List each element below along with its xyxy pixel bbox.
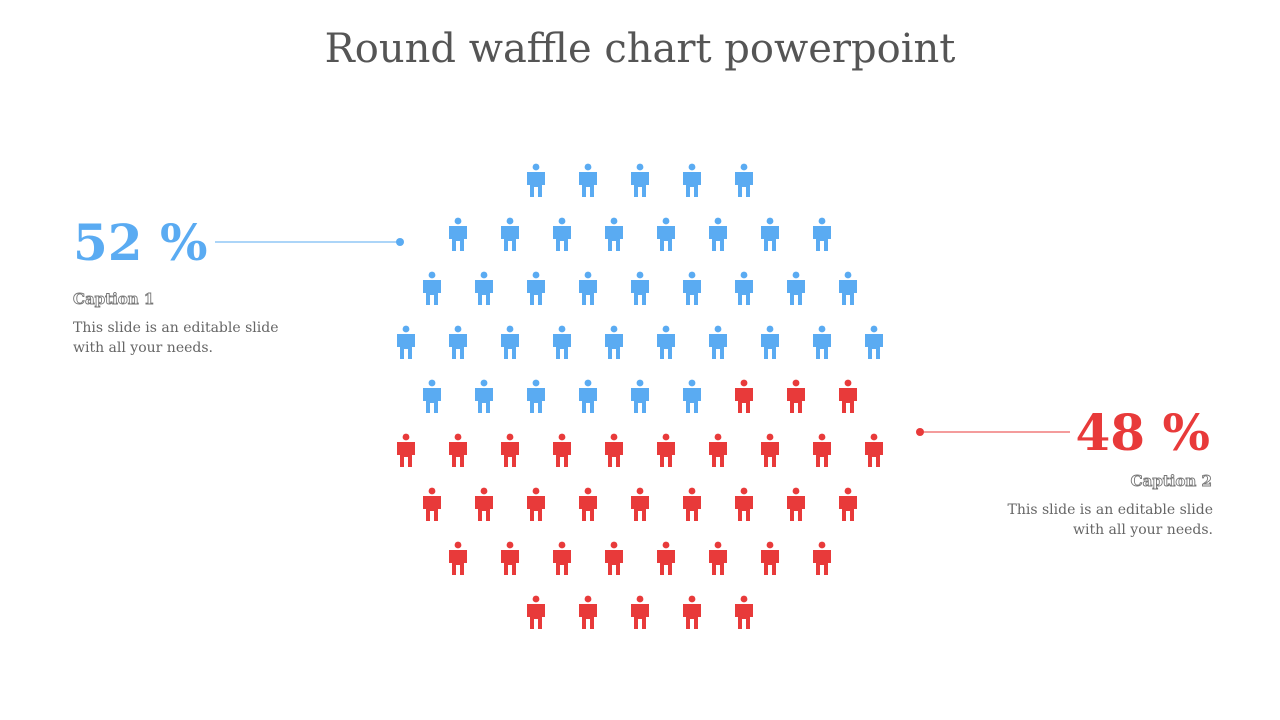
person-icon	[735, 487, 753, 521]
person-icon	[761, 325, 779, 359]
person-icon	[605, 325, 623, 359]
person-icon	[657, 433, 675, 467]
person-icon	[683, 163, 701, 197]
person-icon	[501, 217, 519, 251]
person-icon	[631, 487, 649, 521]
person-icon	[657, 325, 675, 359]
person-icon	[813, 325, 831, 359]
person-icon	[579, 595, 597, 629]
person-icon	[813, 541, 831, 575]
person-icon	[553, 217, 571, 251]
person-icon	[605, 433, 623, 467]
description-2-line-2: with all your needs.	[1073, 522, 1213, 538]
person-icon	[501, 325, 519, 359]
description-1-line-1: This slide is an editable slide	[73, 320, 279, 336]
person-icon	[761, 433, 779, 467]
person-icon	[423, 487, 441, 521]
caption-1: Caption 1	[73, 290, 155, 309]
description-2: This slide is an editable slide with all…	[1003, 500, 1214, 540]
person-icon	[553, 433, 571, 467]
person-icon	[813, 217, 831, 251]
person-icon	[579, 487, 597, 521]
person-icon	[527, 595, 545, 629]
person-icon	[735, 379, 753, 413]
person-icon	[501, 433, 519, 467]
person-icon	[631, 163, 649, 197]
person-icon	[527, 163, 545, 197]
person-icon	[839, 271, 857, 305]
person-icon	[553, 541, 571, 575]
person-icon	[527, 379, 545, 413]
person-icon	[657, 217, 675, 251]
person-icon	[449, 541, 467, 575]
person-icon	[709, 541, 727, 575]
person-icon	[683, 379, 701, 413]
person-icon	[449, 433, 467, 467]
leader-dot-2	[916, 428, 924, 436]
person-icon	[475, 271, 493, 305]
description-1: This slide is an editable slide with all…	[73, 318, 283, 358]
description-2-line-1: This slide is an editable slide	[1007, 502, 1214, 518]
person-icon	[865, 433, 883, 467]
person-icon	[475, 379, 493, 413]
leader-dot-1	[396, 238, 404, 246]
person-icon	[813, 433, 831, 467]
person-icon	[735, 271, 753, 305]
person-icon	[605, 217, 623, 251]
person-icon	[761, 541, 779, 575]
person-icon	[579, 271, 597, 305]
person-icon	[475, 487, 493, 521]
percent-label-1: 52 %	[73, 213, 208, 272]
person-icons-group	[397, 163, 883, 629]
person-icon	[787, 487, 805, 521]
person-icon	[839, 487, 857, 521]
person-icon	[397, 325, 415, 359]
person-icon	[787, 271, 805, 305]
person-icon	[657, 541, 675, 575]
person-icon	[683, 595, 701, 629]
person-icon	[397, 433, 415, 467]
person-icon	[683, 271, 701, 305]
person-icon	[449, 217, 467, 251]
person-icon	[553, 325, 571, 359]
person-icon	[605, 541, 623, 575]
person-icon	[865, 325, 883, 359]
person-icon	[579, 163, 597, 197]
percent-label-2: 48 %	[1075, 403, 1211, 462]
person-icon	[423, 379, 441, 413]
caption-2: Caption 2	[1130, 472, 1212, 491]
person-icon	[709, 217, 727, 251]
person-icon	[631, 595, 649, 629]
person-icon	[761, 217, 779, 251]
person-icon	[631, 379, 649, 413]
page-title: Round waffle chart powerpoint	[324, 26, 956, 72]
person-icon	[527, 271, 545, 305]
person-icon	[709, 325, 727, 359]
person-icon	[735, 163, 753, 197]
person-icon	[631, 271, 649, 305]
person-icon	[423, 271, 441, 305]
description-1-line-2: with all your needs.	[73, 340, 213, 356]
person-icon	[787, 379, 805, 413]
person-icon	[579, 379, 597, 413]
person-icon	[449, 325, 467, 359]
person-icon	[501, 541, 519, 575]
person-icon	[839, 379, 857, 413]
person-icon	[527, 487, 545, 521]
person-icon	[709, 433, 727, 467]
person-icon	[683, 487, 701, 521]
person-icon	[735, 595, 753, 629]
